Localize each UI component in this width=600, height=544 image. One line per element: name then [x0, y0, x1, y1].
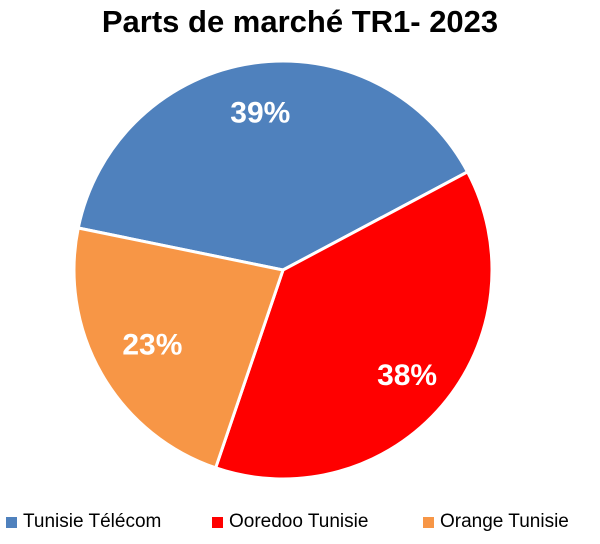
- legend-item-ooredoo-tunisie: Ooredoo Tunisie: [212, 508, 368, 536]
- legend-item-tunisie-telecom: Tunisie Télécom: [6, 508, 161, 536]
- legend-swatch: [212, 517, 223, 528]
- legend-swatch: [6, 517, 17, 528]
- legend-item-orange-tunisie: Orange Tunisie: [423, 508, 569, 536]
- pie-chart: 39% 38% 23%: [0, 0, 600, 500]
- legend-label: Tunisie Télécom: [23, 511, 161, 533]
- pie-data-label: 23%: [122, 328, 182, 361]
- legend-swatch: [423, 517, 434, 528]
- pie-data-label: 38%: [377, 359, 437, 392]
- pie-data-label: 39%: [230, 96, 290, 129]
- legend-label: Ooredoo Tunisie: [229, 511, 368, 533]
- legend-label: Orange Tunisie: [440, 511, 569, 533]
- chart-legend: Tunisie Télécom Ooredoo Tunisie Orange T…: [0, 508, 600, 536]
